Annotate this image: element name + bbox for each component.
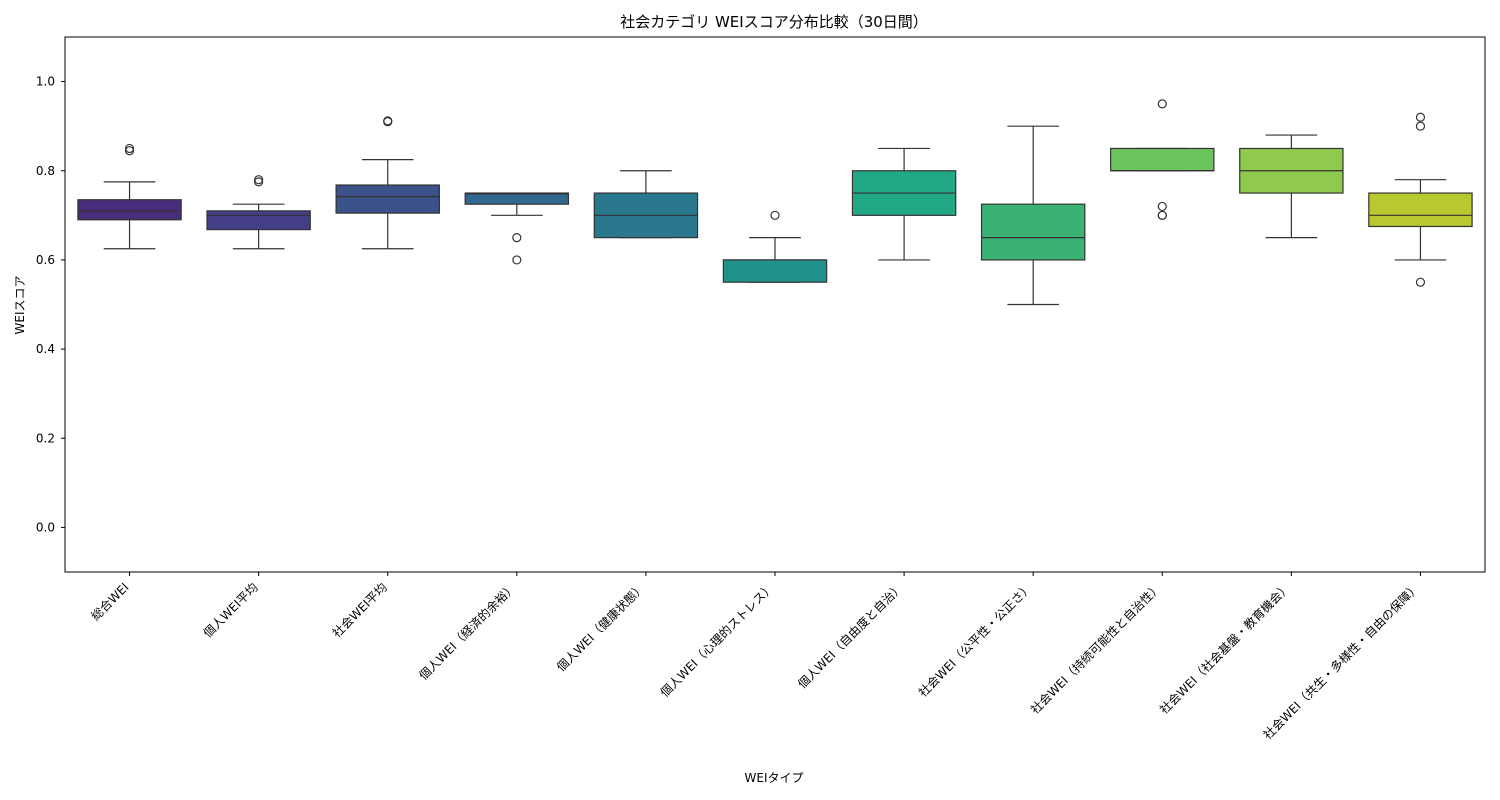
chart-title: 社会カテゴリ WEIスコア分布比較（30日間） — [620, 13, 928, 31]
x-tick-label: 総合WEI — [88, 580, 132, 624]
box — [1368, 192, 1473, 228]
y-tick-label: 0.6 — [36, 253, 55, 267]
outlier-point — [1415, 112, 1426, 122]
box-group — [206, 175, 311, 250]
x-tick-label: 個人WEI（経済的余裕） — [416, 580, 519, 683]
y-tick-label: 0.2 — [36, 431, 55, 445]
box — [206, 210, 311, 231]
y-tick-label: 0.4 — [36, 342, 55, 356]
x-tick-label: 個人WEI（自由度と自治） — [794, 580, 906, 692]
x-axis: 総合WEI 個人WEI平均 社会WEI平均 個人WEI（経済的余裕） 個人WEI（健康状… — [88, 572, 1423, 742]
outlier-point — [1157, 99, 1167, 109]
outlier-point — [512, 233, 522, 243]
box — [464, 192, 570, 205]
box-group — [722, 210, 828, 283]
x-tick-label: 社会WEI平均 — [329, 580, 390, 641]
outlier-point — [124, 143, 135, 154]
outlier-point — [770, 210, 780, 220]
box-group — [464, 192, 570, 265]
box — [980, 203, 1086, 261]
x-tick-label: 個人WEI平均 — [201, 580, 261, 640]
x-tick-label: 社会WEI（持続可能性と自治性） — [1027, 580, 1164, 717]
x-tick-label: 社会WEI（社会基盤・教育機会） — [1156, 580, 1293, 717]
y-axis-label: WEIスコア — [13, 276, 27, 335]
x-tick-label: 個人WEI（心理的ストレス） — [657, 580, 777, 700]
box-group — [593, 170, 699, 239]
box-group — [1368, 112, 1473, 287]
box — [1110, 147, 1215, 172]
outlier-point — [1157, 210, 1167, 220]
x-tick-label: 個人WEI（健康状態） — [553, 580, 648, 675]
outlier-point — [254, 175, 264, 185]
y-axis: 0.0 0.2 0.4 0.6 0.8 1.0 — [36, 75, 65, 534]
y-tick-label: 0.0 — [36, 520, 55, 534]
box-group — [1239, 134, 1344, 239]
box-group — [1110, 99, 1215, 220]
box-group — [851, 147, 957, 261]
y-tick-label: 1.0 — [36, 75, 55, 89]
box — [335, 184, 440, 214]
outlier-point — [1415, 277, 1426, 287]
x-tick-label: 社会WEI（公平性・公正さ） — [915, 580, 1035, 700]
outlier-point — [383, 116, 393, 126]
outlier-point — [512, 255, 522, 265]
box-group — [77, 143, 182, 250]
box-group — [335, 116, 440, 250]
outlier-point — [1157, 201, 1167, 212]
x-axis-label: WEIタイプ — [745, 771, 804, 785]
box-series — [77, 99, 1473, 306]
plot-frame — [64, 36, 1486, 573]
y-tick-label: 0.8 — [36, 164, 55, 178]
box-group — [980, 125, 1086, 306]
box — [77, 199, 182, 221]
box — [722, 259, 828, 283]
x-tick-label: 社会WEI（共生・多様性・自由の保障） — [1260, 580, 1423, 743]
outlier-point — [1415, 121, 1426, 131]
